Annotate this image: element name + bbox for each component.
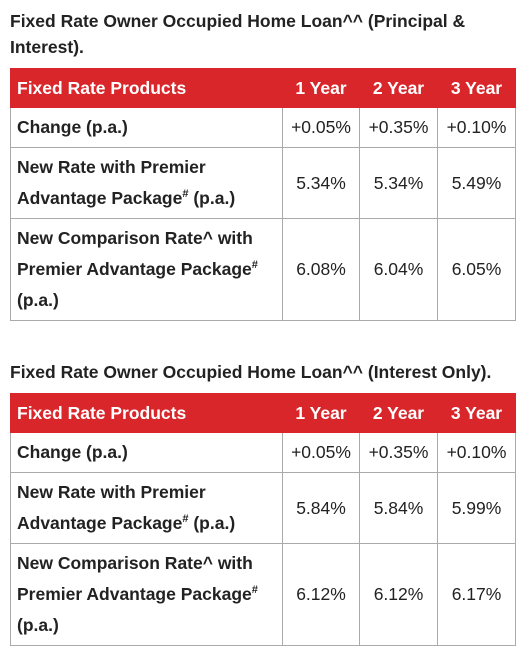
label-text: Change (p.a.) [17,117,128,137]
table-row: New Comparison Rate^ with Premier Advant… [10,218,516,321]
row-label: Change (p.a.) [10,107,283,148]
table-row: New Rate with Premier Advantage Package#… [10,472,516,544]
rate-cell: +0.10% [437,432,516,473]
label-suffix: (p.a.) [17,290,59,310]
rate-cell: 5.84% [359,472,438,544]
rate-table: Fixed Rate Products 1 Year 2 Year 3 Year Cha… [10,393,516,646]
label-suffix: (p.a.) [17,615,59,635]
rate-cell: 6.08% [282,218,360,321]
header-row: Fixed Rate Products 1 Year 2 Year 3 Year [10,393,516,433]
rate-table: Fixed Rate Products 1 Year 2 Year 3 Year Cha… [10,68,516,321]
rate-cell: +0.10% [437,107,516,148]
rate-cell: 5.99% [437,472,516,544]
rate-cell: +0.35% [359,432,438,473]
label-sup: # [182,188,189,201]
rate-cell: 5.34% [359,147,438,219]
rate-cell: 6.12% [359,543,438,646]
header-cell: Fixed Rate Products [10,68,283,108]
rate-cell: 5.84% [282,472,360,544]
rate-cell: 6.12% [282,543,360,646]
row-label: New Comparison Rate^ with Premier Advant… [10,543,283,646]
label-sup: # [182,513,189,526]
rate-cell: 6.04% [359,218,438,321]
label-text: New Comparison Rate^ with Premier Advant… [17,228,253,279]
section: Fixed Rate Owner Occupied Home Loan^^ (P… [10,8,520,321]
label-text: Change (p.a.) [17,442,128,462]
table-row: Change (p.a.) +0.05% +0.35% +0.10% [10,107,516,148]
header-cell: 1 Year [282,68,360,108]
rate-cell: +0.05% [282,107,360,148]
label-sup: # [251,584,258,597]
section-title: Fixed Rate Owner Occupied Home Loan^^ (I… [10,362,492,382]
label-text: New Comparison Rate^ with Premier Advant… [17,553,253,604]
header-cell: Fixed Rate Products [10,393,283,433]
header-cell: 2 Year [359,393,438,433]
row-label: New Comparison Rate^ with Premier Advant… [10,218,283,321]
header-cell: 1 Year [282,393,360,433]
rate-cell: +0.35% [359,107,438,148]
rate-cell: +0.05% [282,432,360,473]
header-row: Fixed Rate Products 1 Year 2 Year 3 Year [10,68,516,108]
table-row: New Comparison Rate^ with Premier Advant… [10,543,516,646]
rate-cell: 5.49% [437,147,516,219]
header-cell: 3 Year [437,393,516,433]
header-cell: 3 Year [437,68,516,108]
rate-cell: 6.17% [437,543,516,646]
label-text: New Rate with Premier Advantage Package [17,157,206,208]
table-row: Change (p.a.) +0.05% +0.35% +0.10% [10,432,516,473]
header-cell: 2 Year [359,68,438,108]
rate-cell: 6.05% [437,218,516,321]
label-suffix: (p.a.) [193,188,236,208]
label-suffix: (p.a.) [193,513,236,533]
rate-cell: 5.34% [282,147,360,219]
row-label: Change (p.a.) [10,432,283,473]
label-sup: # [251,259,258,272]
content: Fixed Rate Owner Occupied Home Loan^^ (P… [10,8,520,646]
row-label: New Rate with Premier Advantage Package#… [10,472,283,544]
label-text: New Rate with Premier Advantage Package [17,482,206,533]
table-row: New Rate with Premier Advantage Package#… [10,147,516,219]
section-title: Fixed Rate Owner Occupied Home Loan^^ (P… [10,11,466,57]
section: Fixed Rate Owner Occupied Home Loan^^ (I… [10,359,520,646]
row-label: New Rate with Premier Advantage Package#… [10,147,283,219]
